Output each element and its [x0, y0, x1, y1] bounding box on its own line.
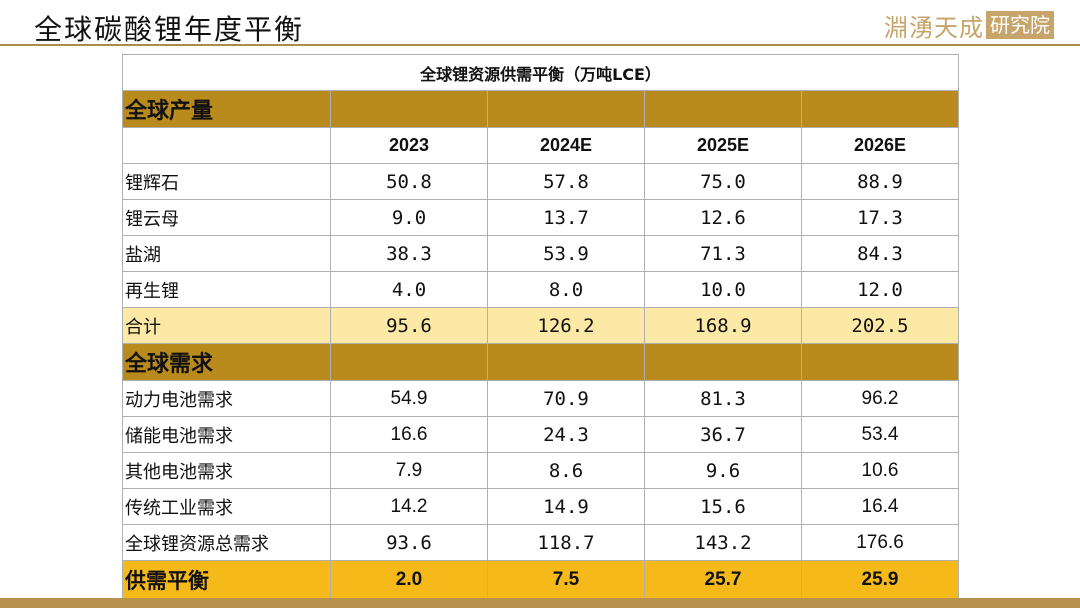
table-row: 再生锂 4.0 8.0 10.0 12.0 — [122, 271, 959, 308]
table-row: 其他电池需求 7.9 8.6 9.6 10.6 — [122, 452, 959, 489]
year-header: 2023 — [330, 127, 488, 164]
row-label: 动力电池需求 — [122, 380, 331, 417]
cell-value: 7.5 — [487, 560, 645, 599]
row-label: 锂云母 — [122, 199, 331, 236]
brand-logo-box: 研究院 — [986, 11, 1054, 39]
table-row: 动力电池需求 54.9 70.9 81.3 96.2 — [122, 380, 959, 417]
cell-value: 71.3 — [644, 235, 802, 272]
cell-value: 38.3 — [330, 235, 488, 272]
cell-value: 10.6 — [801, 452, 959, 489]
cell-value: 7.9 — [330, 452, 488, 489]
year-header: 2026E — [801, 127, 959, 164]
cell-value: 95.6 — [330, 307, 488, 344]
cell-value: 9.6 — [644, 452, 802, 489]
cell-value: 16.4 — [801, 488, 959, 525]
cell-value: 84.3 — [801, 235, 959, 272]
cell-value: 8.0 — [487, 271, 645, 308]
cell-value: 16.6 — [330, 416, 488, 453]
row-label: 盐湖 — [122, 235, 331, 272]
cell-value: 88.9 — [801, 163, 959, 200]
title-divider — [0, 44, 1080, 46]
cell-value: 25.9 — [801, 560, 959, 599]
cell-value: 57.8 — [487, 163, 645, 200]
cell-value: 53.4 — [801, 416, 959, 453]
cell-value: 168.9 — [644, 307, 802, 344]
table-title: 全球锂资源供需平衡（万吨LCE） — [122, 54, 959, 91]
cell-value: 118.7 — [487, 524, 645, 561]
cell-value: 14.9 — [487, 488, 645, 525]
cell-value: 25.7 — [644, 560, 802, 599]
cell-value: 4.0 — [330, 271, 488, 308]
cell-value: 54.9 — [330, 380, 488, 417]
table-row: 传统工业需求 14.2 14.9 15.6 16.4 — [122, 488, 959, 525]
cell-value: 50.8 — [330, 163, 488, 200]
cell-value: 143.2 — [644, 524, 802, 561]
cell-value: 17.3 — [801, 199, 959, 236]
cell-value: 93.6 — [330, 524, 488, 561]
cell-value: 12.0 — [801, 271, 959, 308]
row-label: 合计 — [122, 307, 331, 344]
row-label: 再生锂 — [122, 271, 331, 308]
cell-value: 96.2 — [801, 380, 959, 417]
row-label: 储能电池需求 — [122, 416, 331, 453]
year-header-row: 2023 2024E 2025E 2026E — [122, 127, 959, 164]
row-label: 传统工业需求 — [122, 488, 331, 525]
year-header: 2024E — [487, 127, 645, 164]
cell-value: 10.0 — [644, 271, 802, 308]
row-label: 全球锂资源总需求 — [122, 524, 331, 561]
cell-value: 53.9 — [487, 235, 645, 272]
row-label: 锂辉石 — [122, 163, 331, 200]
table-row: 锂辉石 50.8 57.8 75.0 88.9 — [122, 163, 959, 200]
cell-value: 176.6 — [801, 524, 959, 561]
table-row: 全球锂资源总需求 93.6 118.7 143.2 176.6 — [122, 524, 959, 561]
cell-value: 12.6 — [644, 199, 802, 236]
supply-section-header: 全球产量 — [122, 90, 331, 128]
balance-row: 供需平衡 2.0 7.5 25.7 25.9 — [122, 560, 959, 599]
slide-title: 全球碳酸锂年度平衡 — [34, 13, 305, 46]
cell-value: 15.6 — [644, 488, 802, 525]
row-label: 其他电池需求 — [122, 452, 331, 489]
supply-demand-table: 全球锂资源供需平衡（万吨LCE） 全球产量 2023 2024E 2025E 2… — [122, 54, 959, 599]
table-row: 储能电池需求 16.6 24.3 36.7 53.4 — [122, 416, 959, 453]
cell-value: 24.3 — [487, 416, 645, 453]
cell-value: 36.7 — [644, 416, 802, 453]
cell-value: 126.2 — [487, 307, 645, 344]
row-label: 供需平衡 — [122, 560, 331, 599]
demand-section-header: 全球需求 — [122, 343, 331, 381]
cell-value: 75.0 — [644, 163, 802, 200]
cell-value: 13.7 — [487, 199, 645, 236]
brand-logo-script: 淵湧天成 — [884, 13, 984, 42]
cell-value: 8.6 — [487, 452, 645, 489]
bottom-decor-bar — [0, 598, 1080, 608]
cell-value: 70.9 — [487, 380, 645, 417]
supply-total-row: 合计 95.6 126.2 168.9 202.5 — [122, 307, 959, 344]
cell-value: 14.2 — [330, 488, 488, 525]
cell-value: 2.0 — [330, 560, 488, 599]
brand-logo: 淵湧天成 研究院 — [884, 10, 1054, 42]
table-row: 盐湖 38.3 53.9 71.3 84.3 — [122, 235, 959, 272]
cell-value: 202.5 — [801, 307, 959, 344]
table-row: 锂云母 9.0 13.7 12.6 17.3 — [122, 199, 959, 236]
cell-value: 81.3 — [644, 380, 802, 417]
year-header: 2025E — [644, 127, 802, 164]
cell-value: 9.0 — [330, 199, 488, 236]
